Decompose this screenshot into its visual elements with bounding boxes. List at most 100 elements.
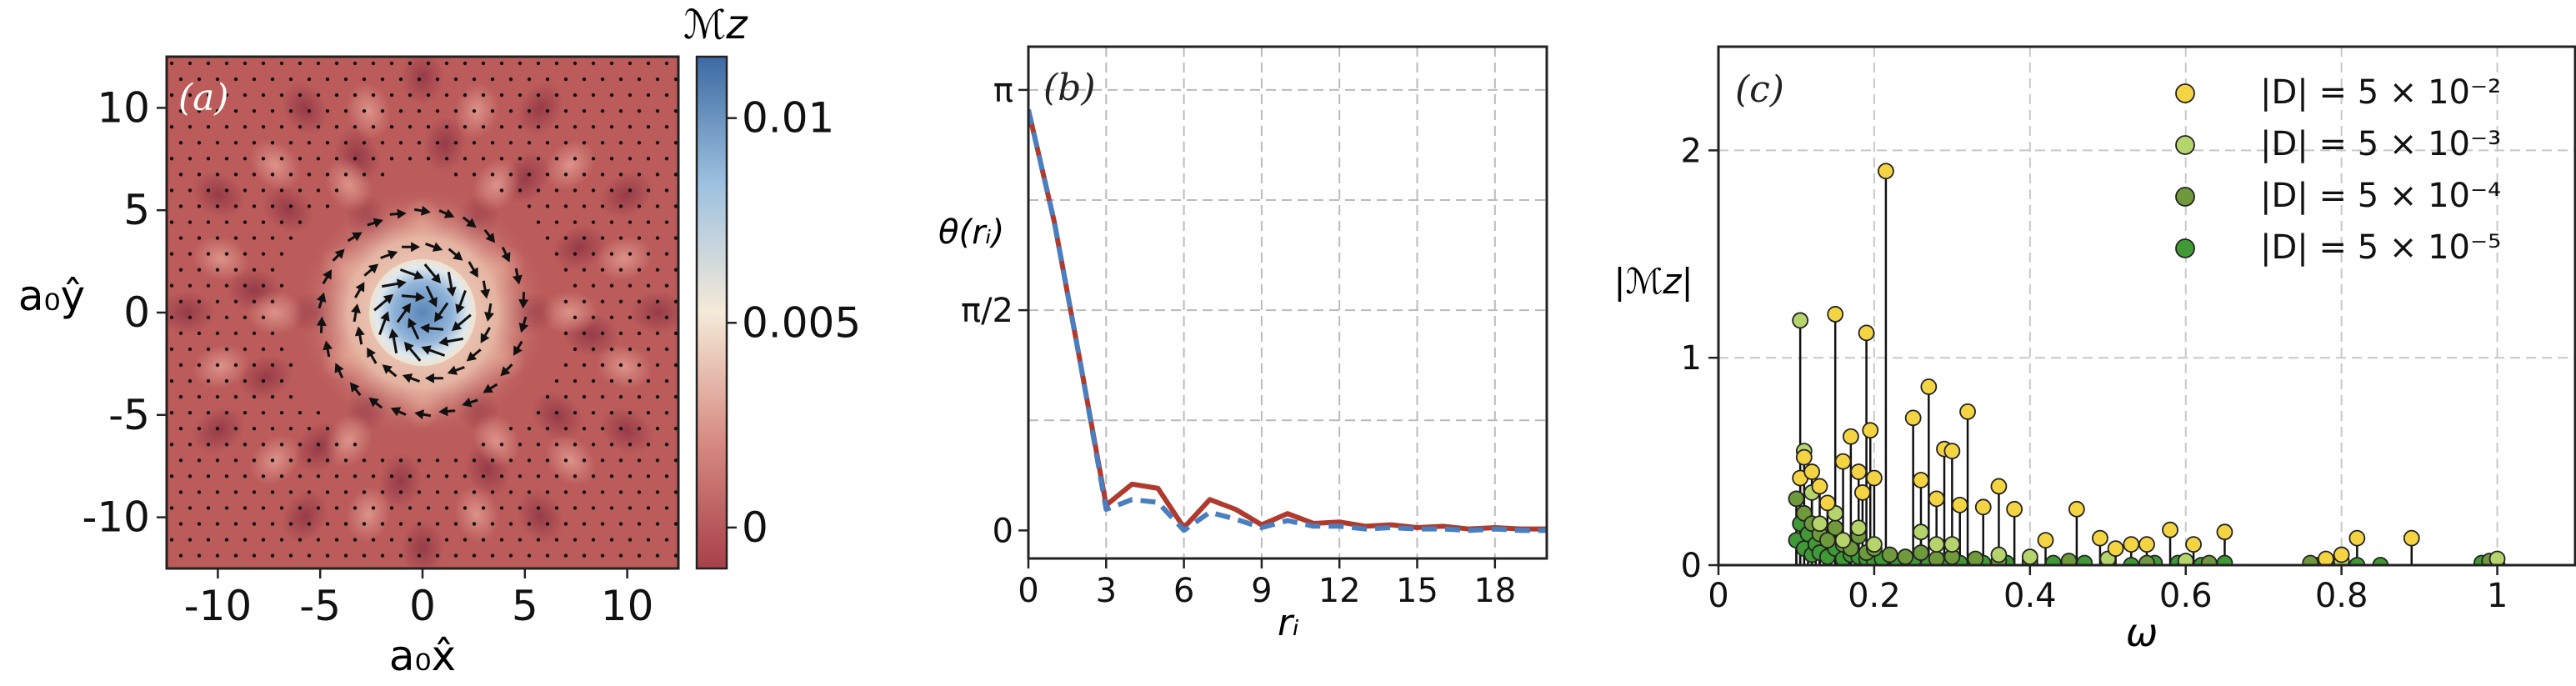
lattice-dot	[288, 490, 293, 494]
data-point	[1795, 448, 1813, 466]
lattice-dot	[609, 188, 614, 193]
lattice-dot	[197, 426, 202, 431]
spin-arrow	[451, 313, 472, 332]
lattice-dot	[609, 252, 614, 256]
lattice-dot	[628, 220, 633, 224]
lattice-dot	[178, 77, 183, 82]
lattice-dot	[188, 474, 193, 478]
lattice-dot	[261, 538, 266, 542]
lattice-dot	[408, 569, 412, 573]
arrow-head	[480, 333, 490, 343]
lattice-dot	[188, 61, 193, 66]
series-line-solid	[1028, 109, 1547, 532]
lattice-dot	[600, 426, 605, 431]
lattice-dot	[664, 443, 669, 447]
lattice-dot	[463, 569, 467, 573]
lattice-dot	[389, 474, 394, 478]
lattice-dot	[664, 125, 669, 129]
heatmap-blob	[401, 519, 444, 568]
lattice-dot	[637, 173, 642, 177]
lattice-dot	[381, 586, 384, 589]
heatmap-blob	[517, 82, 564, 136]
lattice-dot	[673, 77, 678, 82]
lattice-dot	[618, 141, 623, 145]
lattice-dot	[224, 61, 229, 66]
lattice-dot	[673, 204, 678, 208]
lattice-dot	[573, 506, 578, 510]
lattice-dot	[563, 77, 568, 82]
lattice-dot	[527, 490, 532, 494]
lattice-dot	[664, 188, 669, 193]
data-point	[2162, 521, 2178, 538]
lattice-dot	[481, 157, 486, 161]
lattice-dot	[435, 77, 440, 82]
arrow-head	[455, 303, 465, 314]
lattice-dot	[371, 538, 376, 542]
colorbar-tick-label: 0.005	[742, 298, 861, 347]
lattice-dot	[453, 522, 458, 526]
lattice-dot	[224, 93, 229, 98]
lattice-dot	[353, 506, 358, 510]
heatmap-blob	[531, 391, 583, 441]
lattice-dot	[261, 220, 266, 224]
lattice-dot	[233, 553, 238, 558]
lattice-dot	[490, 108, 495, 113]
lattice-dot	[261, 443, 266, 447]
lattice-dot	[215, 394, 220, 399]
lattice-dot	[279, 220, 284, 224]
lattice-dot	[453, 553, 458, 558]
lattice-dot	[243, 188, 248, 193]
lattice-dot	[582, 204, 587, 208]
lattice-dot	[362, 173, 367, 177]
arrow-head	[388, 328, 399, 339]
lattice-dot	[417, 141, 422, 145]
lattice-dot	[261, 315, 266, 320]
arrow-head	[484, 311, 494, 322]
data-point	[1866, 536, 1883, 553]
lattice-dot	[444, 125, 449, 129]
legend: |D| = 5 × 10⁻² |D| = 5 × 10⁻³ |D| = 5 × 10…	[2175, 73, 2501, 267]
lattice-dot	[398, 108, 403, 113]
data-point	[2138, 554, 2155, 565]
lattice-dot	[563, 394, 568, 399]
lattice-dot	[518, 188, 523, 193]
lattice-dot	[225, 569, 228, 573]
lattice-dot	[279, 410, 284, 415]
lattice-dot	[215, 108, 220, 113]
lattice-dot	[206, 283, 211, 288]
lattice-dot	[435, 141, 440, 145]
lattice-dot	[518, 61, 523, 66]
arrow-head	[323, 340, 333, 351]
lattice-dot	[618, 363, 623, 368]
spin-arrow	[389, 208, 407, 219]
lattice-dot	[573, 378, 578, 383]
panel-a-label: (a)	[178, 77, 229, 119]
lattice-dot	[353, 157, 358, 161]
spin-arrow	[501, 246, 511, 263]
lattice-dot	[380, 108, 385, 113]
arrow-head	[380, 311, 390, 322]
lattice-dot	[279, 61, 284, 66]
lattice-dot	[243, 569, 247, 573]
heatmap-blob	[167, 291, 216, 334]
lattice-dot	[591, 378, 596, 383]
lattice-dot	[600, 299, 605, 303]
lattice-dot	[298, 61, 303, 66]
lattice-dot	[188, 125, 193, 129]
lattice-dot	[298, 125, 303, 129]
colorbar-title: ℳz	[683, 2, 748, 48]
lattice-dot	[472, 490, 477, 494]
lattice-dot	[573, 93, 578, 98]
lattice-dot	[628, 410, 633, 415]
data-point	[2185, 536, 2202, 553]
lattice-dot	[600, 236, 605, 240]
arrow-head	[462, 398, 473, 408]
lattice-dot	[334, 125, 339, 129]
lattice-dot	[178, 522, 183, 526]
lattice-dot	[417, 458, 422, 463]
lattice-dot	[252, 204, 257, 208]
lattice-dot	[554, 220, 559, 224]
data-point	[2044, 554, 2062, 565]
lattice-dot	[545, 204, 550, 208]
data-point	[1827, 306, 1844, 323]
